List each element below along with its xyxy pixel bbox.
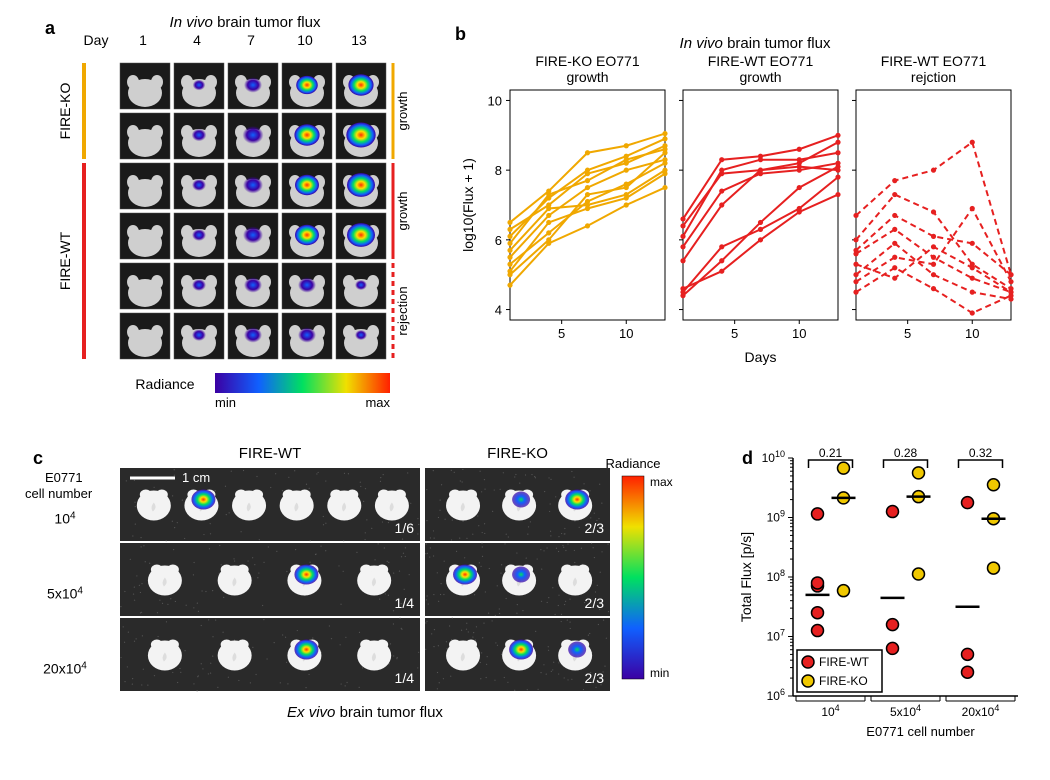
svg-text:5x104: 5x104 — [47, 585, 83, 602]
svg-text:log10(Flux + 1): log10(Flux + 1) — [460, 158, 476, 252]
svg-text:1/4: 1/4 — [395, 595, 415, 611]
svg-text:FIRE-WT EO771: FIRE-WT EO771 — [708, 53, 814, 69]
svg-text:106: 106 — [767, 687, 785, 703]
svg-text:max: max — [365, 395, 390, 410]
svg-text:Radiance: Radiance — [606, 456, 661, 471]
svg-text:2/3: 2/3 — [585, 595, 605, 611]
svg-text:Total Flux [p/s]: Total Flux [p/s] — [738, 532, 754, 622]
svg-text:E0771: E0771 — [45, 470, 83, 485]
svg-text:0.28: 0.28 — [894, 446, 918, 460]
svg-text:10: 10 — [619, 326, 633, 341]
svg-text:FIRE-KO: FIRE-KO — [57, 83, 73, 140]
svg-text:FIRE-WT: FIRE-WT — [57, 231, 73, 290]
svg-text:1/4: 1/4 — [395, 670, 415, 686]
svg-text:E0771 cell number: E0771 cell number — [866, 724, 975, 739]
svg-text:7: 7 — [247, 32, 255, 48]
svg-text:104: 104 — [821, 703, 839, 719]
svg-text:10: 10 — [488, 93, 502, 108]
svg-text:min: min — [650, 666, 669, 680]
svg-text:In vivo brain tumor flux: In vivo brain tumor flux — [170, 14, 321, 31]
svg-text:5: 5 — [558, 326, 565, 341]
svg-text:10: 10 — [965, 326, 979, 341]
svg-text:cell number: cell number — [25, 486, 93, 501]
svg-text:rejection: rejection — [395, 286, 410, 335]
svg-text:1: 1 — [139, 32, 147, 48]
svg-text:FIRE-KO EO771: FIRE-KO EO771 — [535, 53, 639, 69]
svg-text:20x104: 20x104 — [962, 703, 1000, 719]
svg-text:5: 5 — [731, 326, 738, 341]
svg-text:Days: Days — [745, 349, 777, 365]
svg-text:108: 108 — [767, 568, 785, 584]
svg-text:Ex vivo brain tumor flux: Ex vivo brain tumor flux — [287, 704, 443, 721]
svg-text:max: max — [650, 475, 673, 489]
svg-text:13: 13 — [351, 32, 367, 48]
svg-text:6: 6 — [495, 233, 502, 248]
svg-text:In vivo brain tumor flux: In vivo brain tumor flux — [680, 35, 831, 52]
svg-text:FIRE-WT EO771: FIRE-WT EO771 — [881, 53, 987, 69]
svg-text:109: 109 — [767, 509, 785, 525]
panel-b: In vivo brain tumor flux log10(Flux + 1) F… — [455, 20, 1025, 390]
svg-text:FIRE-WT: FIRE-WT — [239, 445, 301, 462]
svg-text:rejction: rejction — [911, 69, 956, 85]
svg-text:4: 4 — [193, 32, 201, 48]
svg-text:Day: Day — [84, 32, 109, 48]
panel-c: FIRE-WT FIRE-KO E0771cell number 104 1/6 2/3 5… — [25, 440, 720, 760]
svg-text:107: 107 — [767, 628, 785, 644]
svg-text:1 cm: 1 cm — [182, 470, 210, 485]
svg-text:FIRE-KO: FIRE-KO — [819, 674, 868, 688]
svg-text:5x104: 5x104 — [890, 703, 921, 719]
svg-text:0.32: 0.32 — [969, 446, 993, 460]
svg-text:growth: growth — [566, 69, 608, 85]
svg-text:20x104: 20x104 — [43, 660, 87, 677]
svg-text:Radiance: Radiance — [135, 376, 194, 392]
svg-text:growth: growth — [739, 69, 781, 85]
svg-text:0.21: 0.21 — [819, 446, 843, 460]
svg-text:10: 10 — [792, 326, 806, 341]
svg-text:1/6: 1/6 — [395, 520, 415, 536]
svg-text:5: 5 — [904, 326, 911, 341]
svg-text:104: 104 — [54, 510, 76, 527]
svg-text:min: min — [215, 395, 236, 410]
panel-d: 106 107 108 109 1010 Total Flux [p/s] 104 5x104… — [735, 440, 1035, 760]
svg-text:2/3: 2/3 — [585, 670, 605, 686]
svg-text:growth: growth — [395, 91, 410, 130]
svg-text:growth: growth — [395, 191, 410, 230]
svg-text:4: 4 — [495, 303, 502, 318]
panel-a: In vivo brain tumor flux Day 1 4 7 10 13 FIRE-K… — [45, 13, 415, 413]
svg-text:2/3: 2/3 — [585, 520, 605, 536]
svg-text:10: 10 — [297, 32, 313, 48]
svg-text:FIRE-WT: FIRE-WT — [819, 655, 870, 669]
svg-text:FIRE-KO: FIRE-KO — [487, 445, 548, 462]
svg-text:8: 8 — [495, 163, 502, 178]
svg-text:1010: 1010 — [762, 449, 785, 465]
